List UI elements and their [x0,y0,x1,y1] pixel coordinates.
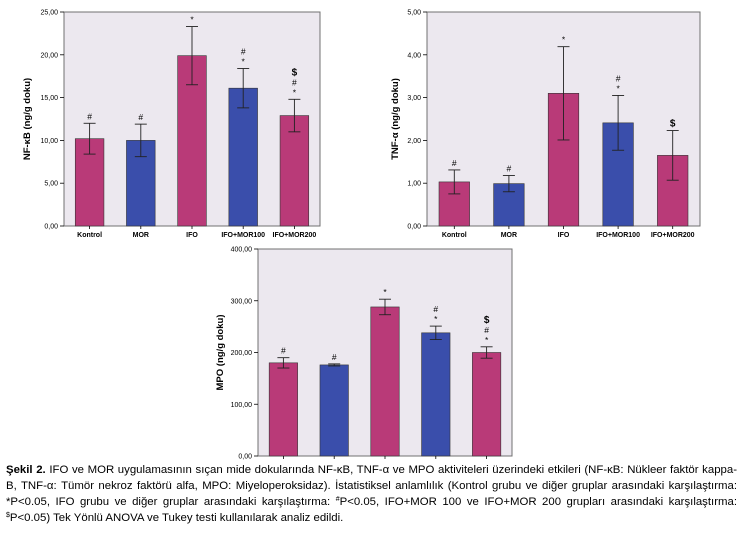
significance-marker: $ [292,67,298,78]
significance-marker: * [485,335,489,345]
y-tick-label: 0,00 [44,224,58,231]
significance-marker: # [138,112,143,122]
caption-text-1: IFO ve MOR uygulamasının sıçan mide doku… [6,464,737,508]
y-tick-label: 10,00 [40,138,58,145]
y-tick-label: 1,00 [407,181,421,188]
bar-5 [279,115,310,227]
x-tick-label: IFO+MOR100 [596,232,640,239]
bar-3 [370,306,400,457]
y-axis-label: TNF-α (ng/g doku) [390,78,401,160]
significance-marker: # [292,77,297,87]
significance-marker: # [332,352,337,362]
significance-marker: # [433,304,438,314]
bar-1 [268,362,298,457]
x-tick-label: IFO+MOR200 [273,232,317,239]
y-tick-label: 200,00 [231,350,253,357]
significance-marker: # [281,346,286,356]
y-axis-label: MPO (ng/g doku) [215,315,226,391]
bar-4 [228,87,258,227]
y-tick-label: 300,00 [231,298,253,305]
significance-marker: $ [484,315,490,326]
significance-marker: # [616,73,621,83]
significance-marker: * [190,15,194,25]
x-tick-label: Kontrol [442,232,467,239]
x-tick-label: MOR [133,232,149,239]
y-tick-label: 5,00 [407,10,421,17]
y-tick-label: 4,00 [407,52,421,59]
caption-sup-hash: # [335,496,340,503]
y-tick-label: 5,00 [44,181,58,188]
y-tick-label: 400,00 [231,247,253,254]
caption-label: Şekil 2. [6,464,46,476]
x-tick-label: IFO [186,232,198,239]
y-tick-label: 20,00 [40,52,58,59]
tnfa-chart: 0,00 1,00 2,00 3,00 4,00 5,00 TNF-α (ng/g doku… [390,10,701,239]
significance-marker: # [484,325,489,335]
significance-marker: * [434,314,438,324]
y-tick-label: 15,00 [40,95,58,102]
mpo-chart: 0,00 100,00 200,00 300,00 400,00 MPO (ng/g do… [215,247,513,461]
significance-marker: # [507,163,512,173]
bar-5 [472,352,502,457]
significance-marker: $ [670,119,676,130]
significance-marker: # [452,158,457,168]
x-tick-label: MOR [501,232,517,239]
y-tick-label: 0,00 [407,224,421,231]
significance-marker: * [383,287,387,297]
y-tick-label: 25,00 [40,10,58,17]
nfkb-chart: 0,00 5,00 10,00 15,00 20,00 25,00 NF-κB (ng/g … [22,10,321,239]
significance-marker: * [293,87,297,97]
bar-4 [421,332,451,457]
caption-text-3: P<0.05) Tek Yönlü ANOVA ve Tukey testi k… [9,512,344,524]
significance-marker: # [87,111,92,121]
y-axis-label: NF-κB (ng/g doku) [22,78,33,160]
y-tick-label: 3,00 [407,95,421,102]
significance-marker: * [562,35,566,45]
significance-marker: * [616,83,620,93]
bar-2 [319,364,349,457]
x-tick-label: IFO+MOR200 [651,232,695,239]
caption-text-2: P<0.05, IFO+MOR 100 ve IFO+MOR 200 grupl… [339,496,737,508]
x-tick-label: IFO [558,232,570,239]
significance-marker: * [242,56,246,66]
significance-marker: # [241,46,246,56]
figure: 0,00 5,00 10,00 15,00 20,00 25,00 NF-κB (ng/g … [22,10,701,461]
y-tick-label: 2,00 [407,138,421,145]
y-tick-label: 0,00 [238,454,252,461]
x-tick-label: IFO+MOR100 [221,232,265,239]
x-tick-label: Kontrol [77,232,102,239]
caption-sup-dollar: $ [6,512,10,519]
figure-caption: Şekil 2. IFO ve MOR uygulamasının sıçan … [6,462,737,526]
y-tick-label: 100,00 [231,402,253,409]
